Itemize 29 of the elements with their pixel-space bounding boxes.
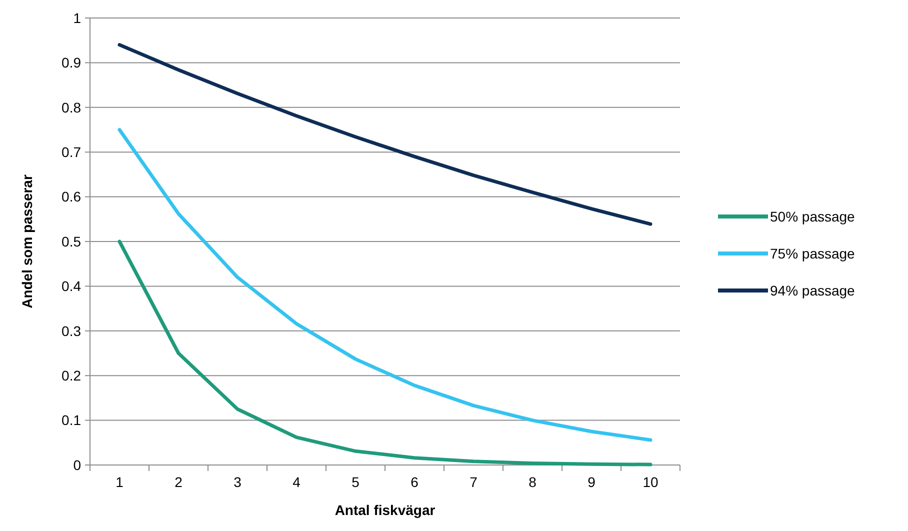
line-series [118,43,652,226]
legend-label: 50% passage [770,208,856,224]
legend-label: 75% passage [770,245,856,262]
y-tick-label: 0.3 [62,322,82,339]
x-tick-label: 10 [642,474,658,490]
x-axis-title: Antal fiskvägar [334,502,436,518]
x-tick-label: 8 [528,474,537,490]
y-tick-label: 0.2 [62,368,82,384]
y-tick-label: 1 [73,10,82,26]
y-tick-label: 0.7 [62,144,82,160]
y-tick-label: 0.8 [62,99,82,116]
x-tick-label: 1 [116,474,124,490]
x-tick-label: 6 [410,474,419,490]
x-tick-label: 7 [470,474,478,490]
line-series [118,240,652,466]
y-tick-label: 0.5 [62,233,82,250]
y-tick-label: 0.4 [62,278,82,294]
x-tick-label: 3 [234,474,242,490]
x-tick-label: 9 [588,474,596,490]
x-tick-label: 2 [174,474,183,490]
y-tick-label: 0 [73,456,82,473]
x-tick-label: 5 [352,474,360,490]
y-axis-title: Andel som passerar [19,174,35,308]
y-tick-label: 0.1 [62,412,82,428]
y-tick-label: 0.9 [62,54,82,71]
x-tick-label: 4 [292,474,301,490]
y-tick-label: 0.6 [62,188,82,205]
line-series [118,128,652,442]
legend-label: 94% passage [770,282,856,298]
